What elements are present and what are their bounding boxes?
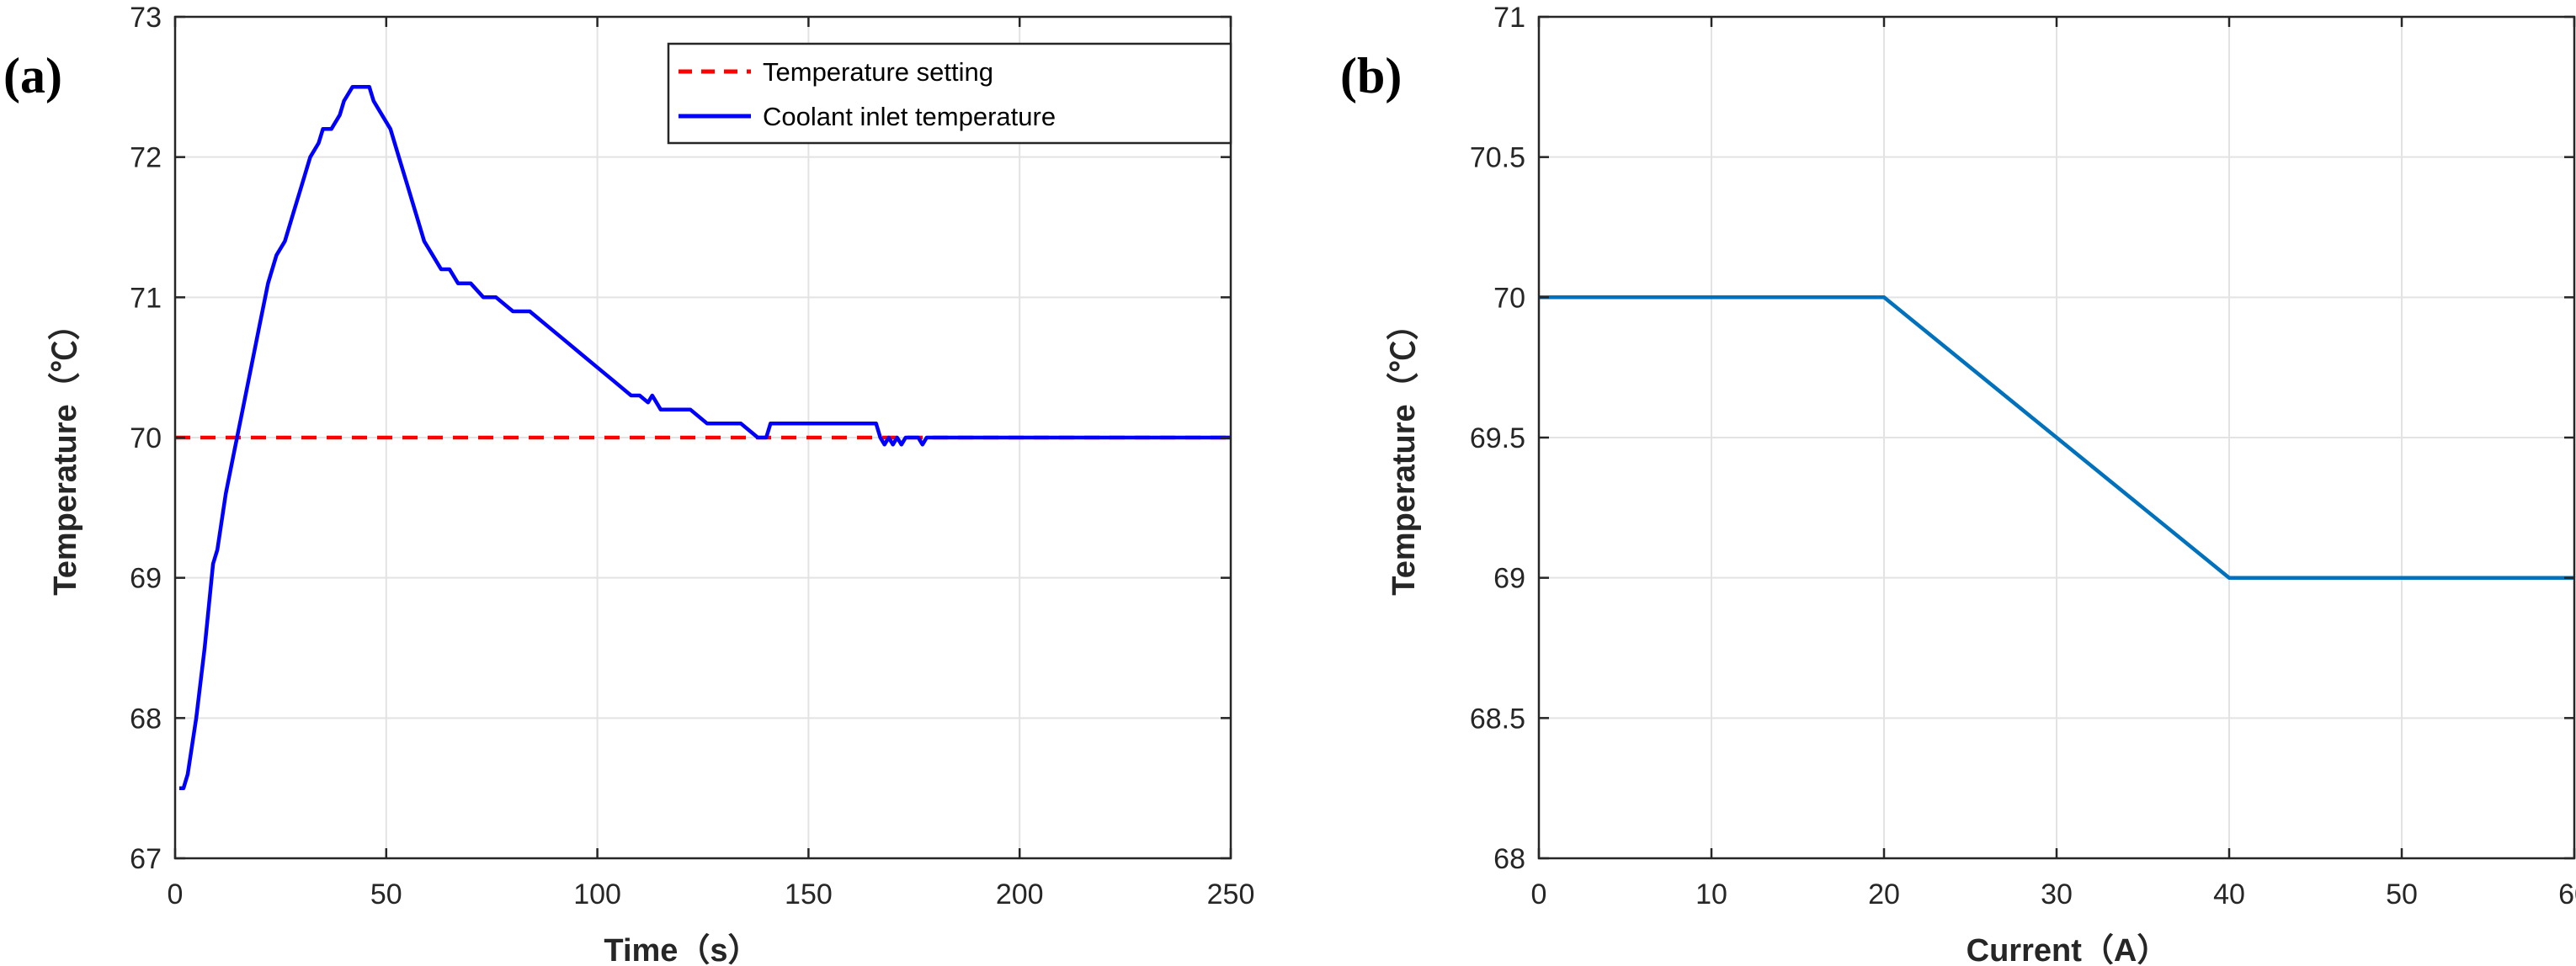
chart-b: (b) 68 68.5 69 69.5 70 70.5 71 0 10 20 30 40 50 60 T…: [1340, 2, 2576, 966]
y-tick-label: 70: [130, 422, 162, 454]
legend-a: Temperature setting Coolant inlet temper…: [667, 42, 1232, 145]
x-tick-label: 0: [1531, 878, 1547, 910]
y-tick-label: 69: [1493, 563, 1525, 595]
y-tick-label: 67: [130, 843, 162, 875]
y-tick-label: 68.5: [1470, 703, 1525, 735]
y-tick-label: 69: [130, 563, 162, 595]
x-axis-label-b: Current（A）: [1967, 933, 2169, 966]
x-tick-label: 200: [996, 878, 1044, 910]
legend-box: [667, 42, 1232, 145]
x-tick-label: 10: [1695, 878, 1727, 910]
y-tick-label: 73: [130, 2, 162, 34]
x-tick-label: 50: [2386, 878, 2418, 910]
y-tick-label: 72: [130, 142, 162, 174]
x-tick-label: 20: [1868, 878, 1900, 910]
y-ticks-b: 68 68.5 69 69.5 70 70.5 71: [1470, 2, 2574, 875]
legend-label-temperature-setting: Temperature setting: [763, 57, 993, 87]
x-tick-label: 60: [2558, 878, 2576, 910]
chart-a: (a) 67 68 69 70 71 72 73 0 50 100 150 200 250 Tempe…: [3, 2, 1254, 966]
plot-area-a: [175, 85, 1231, 790]
series-line-a-1: [179, 85, 1231, 790]
x-tick-label: 100: [573, 878, 621, 910]
y-tick-label: 68: [130, 703, 162, 735]
x-tick-label: 30: [2041, 878, 2073, 910]
x-tick-label: 0: [168, 878, 184, 910]
y-axis-label-b: Temperature（℃）: [1386, 308, 1422, 595]
y-tick-label: 69.5: [1470, 422, 1525, 454]
y-tick-label: 70.5: [1470, 142, 1525, 174]
x-ticks-b: 0 10 20 30 40 50 60: [1531, 17, 2576, 910]
x-tick-label: 40: [2213, 878, 2245, 910]
legend-label-coolant-inlet: Coolant inlet temperature: [763, 102, 1056, 131]
y-ticks-a: 67 68 69 70 71 72 73: [130, 2, 1231, 875]
x-tick-label: 150: [785, 878, 833, 910]
panel-label-a: (a): [3, 48, 62, 104]
grid-a: [175, 17, 1231, 858]
y-axis-label-a: Temperature（℃）: [48, 308, 83, 595]
plot-area-b: [1539, 295, 2574, 580]
y-tick-label: 70: [1493, 282, 1525, 314]
x-tick-label: 250: [1207, 878, 1255, 910]
y-tick-label: 71: [130, 282, 162, 314]
x-axis-label-a: Time（s）: [604, 933, 759, 966]
x-ticks-a: 0 50 100 150 200 250: [168, 17, 1255, 910]
y-tick-label: 68: [1493, 843, 1525, 875]
x-tick-label: 50: [370, 878, 402, 910]
series-line-b-0: [1539, 295, 2574, 580]
y-tick-label: 71: [1493, 2, 1525, 34]
panel-label-b: (b): [1340, 48, 1402, 104]
